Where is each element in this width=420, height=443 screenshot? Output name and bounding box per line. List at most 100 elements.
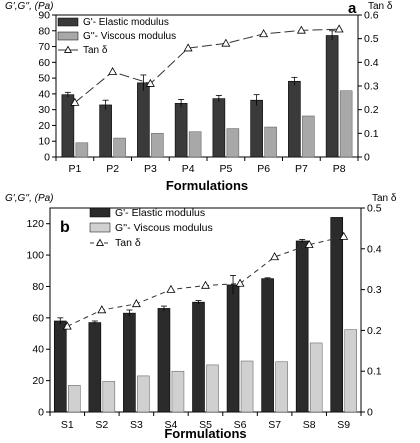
legend-marker [95, 238, 105, 246]
legend-swatch [89, 222, 111, 233]
y-tick-label: 100 [26, 250, 44, 262]
y-axis-label: G',G'', (Pa) [5, 1, 54, 12]
plot-frame [49, 207, 362, 413]
x-tick-label: S2 [95, 419, 108, 431]
y2-tick-label: 0 [364, 152, 370, 164]
legend-swatch [89, 207, 111, 218]
bar-viscous [302, 115, 315, 158]
bar-viscous [240, 360, 254, 413]
tan-delta-marker [70, 97, 80, 106]
y2-tick-label: 0.6 [364, 10, 379, 22]
chart-panel-b: 0 20 40 60 80 100 120 0 0.1 0.2 0.3 0.4 0.5 G',G'', (… [5, 193, 397, 441]
y-axis-label: G',G'', (Pa) [5, 193, 54, 204]
bar-elastic [226, 284, 240, 413]
legend-swatch [57, 31, 79, 41]
y2-tick-label: 0.2 [364, 104, 379, 116]
bar-viscous [275, 361, 288, 413]
bar-elastic [261, 278, 274, 413]
x-tick-label: P4 [182, 163, 195, 175]
x-axis-label: Formulations [164, 426, 246, 441]
y2-tick-label: 0.1 [364, 128, 379, 140]
bar-viscous [226, 128, 240, 158]
x-tick-label: P5 [219, 163, 232, 175]
x-tick-label: S3 [130, 419, 143, 431]
legend-label: Tan δ [83, 45, 108, 56]
x-tick-label: P1 [68, 163, 81, 175]
bar-viscous [339, 90, 353, 158]
y2-axis-label: Tan δ [368, 1, 393, 12]
y-tick-label: 40 [38, 88, 50, 100]
x-tick-label: P6 [257, 163, 270, 175]
tan-delta-marker [166, 284, 176, 293]
tan-delta-marker [62, 321, 72, 330]
y2-tick-label: 0 [367, 407, 373, 419]
y-tick-label: 10 [38, 136, 50, 148]
tan-delta-marker [201, 280, 210, 289]
y-tick-label: 30 [38, 104, 50, 116]
tan-delta-marker [339, 231, 349, 240]
tan-delta-marker [235, 278, 245, 287]
bar-elastic [157, 308, 171, 413]
bar-viscous [344, 329, 357, 413]
tan-delta-marker [296, 25, 306, 34]
y-tick-label: 80 [38, 25, 50, 37]
y-tick-label: 0 [38, 407, 44, 419]
bar-elastic [288, 80, 301, 158]
legend-label: G'- Elastic modulus [83, 17, 169, 28]
legend-swatch [57, 17, 79, 27]
bar-elastic [88, 322, 102, 413]
bar-elastic [212, 98, 226, 158]
y-tick-label: 20 [38, 120, 50, 132]
y-tick-label: 90 [38, 10, 50, 22]
y-tick-label: 20 [32, 375, 44, 387]
bar-elastic [123, 312, 136, 413]
tan-delta-marker [145, 78, 155, 87]
x-tick-label: S7 [268, 419, 281, 431]
y-tick-label: 40 [32, 344, 44, 356]
tan-delta-line [74, 28, 340, 103]
tan-delta-marker [270, 252, 280, 261]
y-tick-label: 60 [32, 312, 44, 324]
legend-label: G''- Viscous modulus [83, 31, 176, 42]
bar-viscous [75, 142, 89, 158]
panel-label: b [60, 219, 70, 236]
x-tick-label: P7 [295, 163, 308, 175]
panel-label: a [348, 0, 357, 17]
tan-delta-marker [221, 38, 231, 47]
bar-viscous [151, 133, 164, 158]
y2-tick-label: 0.3 [367, 284, 382, 296]
x-tick-label: P2 [106, 163, 119, 175]
bar-viscous [171, 370, 185, 413]
bar-viscous [206, 364, 219, 413]
bar-elastic [99, 104, 112, 158]
x-tick-label: S8 [303, 419, 316, 431]
tan-delta-marker [108, 66, 118, 75]
bar-elastic [330, 217, 344, 413]
x-tick-label: S9 [337, 419, 350, 431]
bar-elastic [295, 240, 309, 413]
x-tick-label: S5 [199, 419, 212, 431]
bar-viscous [137, 375, 150, 413]
tan-delta-marker [131, 299, 141, 308]
bar-viscous [102, 381, 116, 413]
y2-tick-label: 0.4 [364, 57, 379, 69]
y2-tick-label: 0.3 [364, 81, 379, 93]
y2-axis-label: Tan δ [372, 193, 397, 204]
tan-delta-marker [334, 24, 344, 33]
tan-delta-marker [97, 305, 107, 314]
bar-elastic [174, 103, 188, 158]
y-tick-label: 0 [44, 152, 50, 164]
tan-delta-marker [183, 43, 193, 52]
y2-tick-label: 0.4 [367, 243, 382, 255]
y-tick-label: 80 [32, 281, 44, 293]
x-tick-label: P3 [144, 163, 157, 175]
legend: G'- Elastic modulus G''- Viscous modulus T… [89, 207, 213, 249]
x-axis-label: Formulations [166, 178, 248, 193]
legend: G'- Elastic modulus G''- Viscous modulus T… [57, 17, 176, 56]
bar-elastic [53, 320, 67, 413]
bar-viscous [309, 342, 323, 413]
legend-label: Tan δ [115, 237, 141, 249]
bar-viscous [68, 385, 81, 413]
legend-label: G''- Viscous modulus [115, 222, 213, 234]
